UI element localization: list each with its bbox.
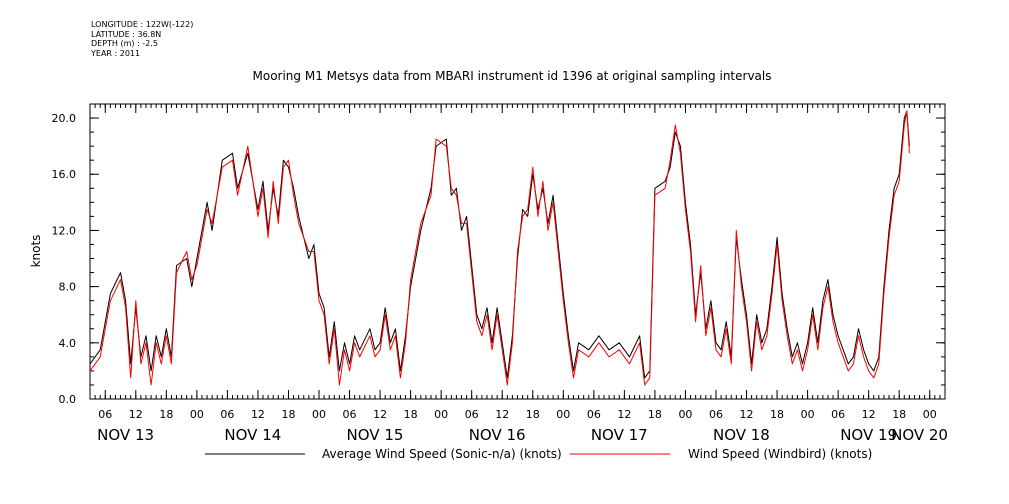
x-tick-label: 00 bbox=[556, 408, 570, 421]
y-axis-labels: 0.0 4.0 8.0 12.0 16.0 20.0 bbox=[52, 112, 77, 406]
x-tick-label: 18 bbox=[526, 408, 540, 421]
y-tick-label: 0.0 bbox=[59, 393, 77, 406]
x-tick-label: 06 bbox=[220, 408, 234, 421]
x-tick-label: 06 bbox=[831, 408, 845, 421]
x-tick-label: 12 bbox=[495, 408, 509, 421]
day-label: NOV 16 bbox=[469, 426, 526, 444]
x-tick-label: 00 bbox=[434, 408, 448, 421]
series-layer bbox=[89, 110, 910, 386]
x-tick-label: 18 bbox=[648, 408, 662, 421]
y-tick-label: 4.0 bbox=[59, 337, 77, 350]
x-tick-label: 12 bbox=[740, 408, 754, 421]
x-tick-label: 00 bbox=[312, 408, 326, 421]
legend-label-windbird: Wind Speed (Windbird) (knots) bbox=[688, 447, 872, 461]
x-tick-label: 00 bbox=[923, 408, 937, 421]
day-label: NOV 13 bbox=[97, 426, 154, 444]
y-tick-label: 12.0 bbox=[52, 224, 77, 237]
year-text: YEAR : 2011 bbox=[91, 48, 141, 58]
x-axis-hour-labels: 06 12 18 00 06 12 18 00 06 12 18 00 06 12 18 00 06 12 18 00… bbox=[98, 408, 936, 421]
y-tick-label: 20.0 bbox=[52, 112, 77, 125]
day-label: NOV 20 bbox=[891, 426, 948, 444]
chart-title: Mooring M1 Metsys data from MBARI instru… bbox=[253, 69, 772, 83]
x-axis-day-labels: NOV 13 NOV 14 NOV 15 NOV 16 NOV 17 NOV 18 NOV … bbox=[97, 426, 948, 444]
latitude-text: LATITUDE : 36.8N bbox=[91, 29, 162, 39]
depth-text: DEPTH (m) : -2.5 bbox=[91, 39, 158, 48]
x-tick-label: 18 bbox=[770, 408, 784, 421]
station-metadata: LONGITUDE : 122W(-122) LATITUDE : 36.8N … bbox=[91, 20, 193, 58]
y-tick-label: 8.0 bbox=[59, 281, 77, 294]
legend-label-sonic: Average Wind Speed (Sonic-n/a) (knots) bbox=[322, 447, 562, 461]
x-tick-label: 12 bbox=[862, 408, 876, 421]
day-label: NOV 14 bbox=[224, 426, 281, 444]
x-tick-label: 06 bbox=[343, 408, 357, 421]
series-line-sonic bbox=[89, 110, 910, 379]
day-label: NOV 15 bbox=[347, 426, 404, 444]
x-tick-label: 06 bbox=[709, 408, 723, 421]
x-tick-label: 18 bbox=[404, 408, 418, 421]
x-tick-label: 00 bbox=[678, 408, 692, 421]
x-tick-label: 18 bbox=[159, 408, 173, 421]
y-axis-title: knots bbox=[29, 235, 43, 268]
longitude-text: LONGITUDE : 122W(-122) bbox=[91, 20, 194, 29]
x-tick-label: 06 bbox=[98, 408, 112, 421]
day-label: NOV 17 bbox=[591, 426, 648, 444]
x-tick-label: 12 bbox=[129, 408, 143, 421]
x-tick-label: 12 bbox=[251, 408, 265, 421]
x-tick-label: 18 bbox=[281, 408, 295, 421]
x-tick-label: 00 bbox=[190, 408, 204, 421]
x-tick-label: 12 bbox=[373, 408, 387, 421]
day-label: NOV 18 bbox=[713, 426, 770, 444]
day-label: NOV 19 bbox=[840, 426, 897, 444]
y-tick-label: 16.0 bbox=[52, 168, 77, 181]
axis-ticks bbox=[89, 103, 946, 400]
series-line-windbird bbox=[89, 110, 910, 386]
legend: Average Wind Speed (Sonic-n/a) (knots) W… bbox=[205, 447, 872, 461]
x-tick-label: 12 bbox=[617, 408, 631, 421]
x-tick-label: 06 bbox=[587, 408, 601, 421]
x-tick-label: 18 bbox=[892, 408, 906, 421]
x-tick-label: 06 bbox=[465, 408, 479, 421]
x-tick-label: 00 bbox=[801, 408, 815, 421]
